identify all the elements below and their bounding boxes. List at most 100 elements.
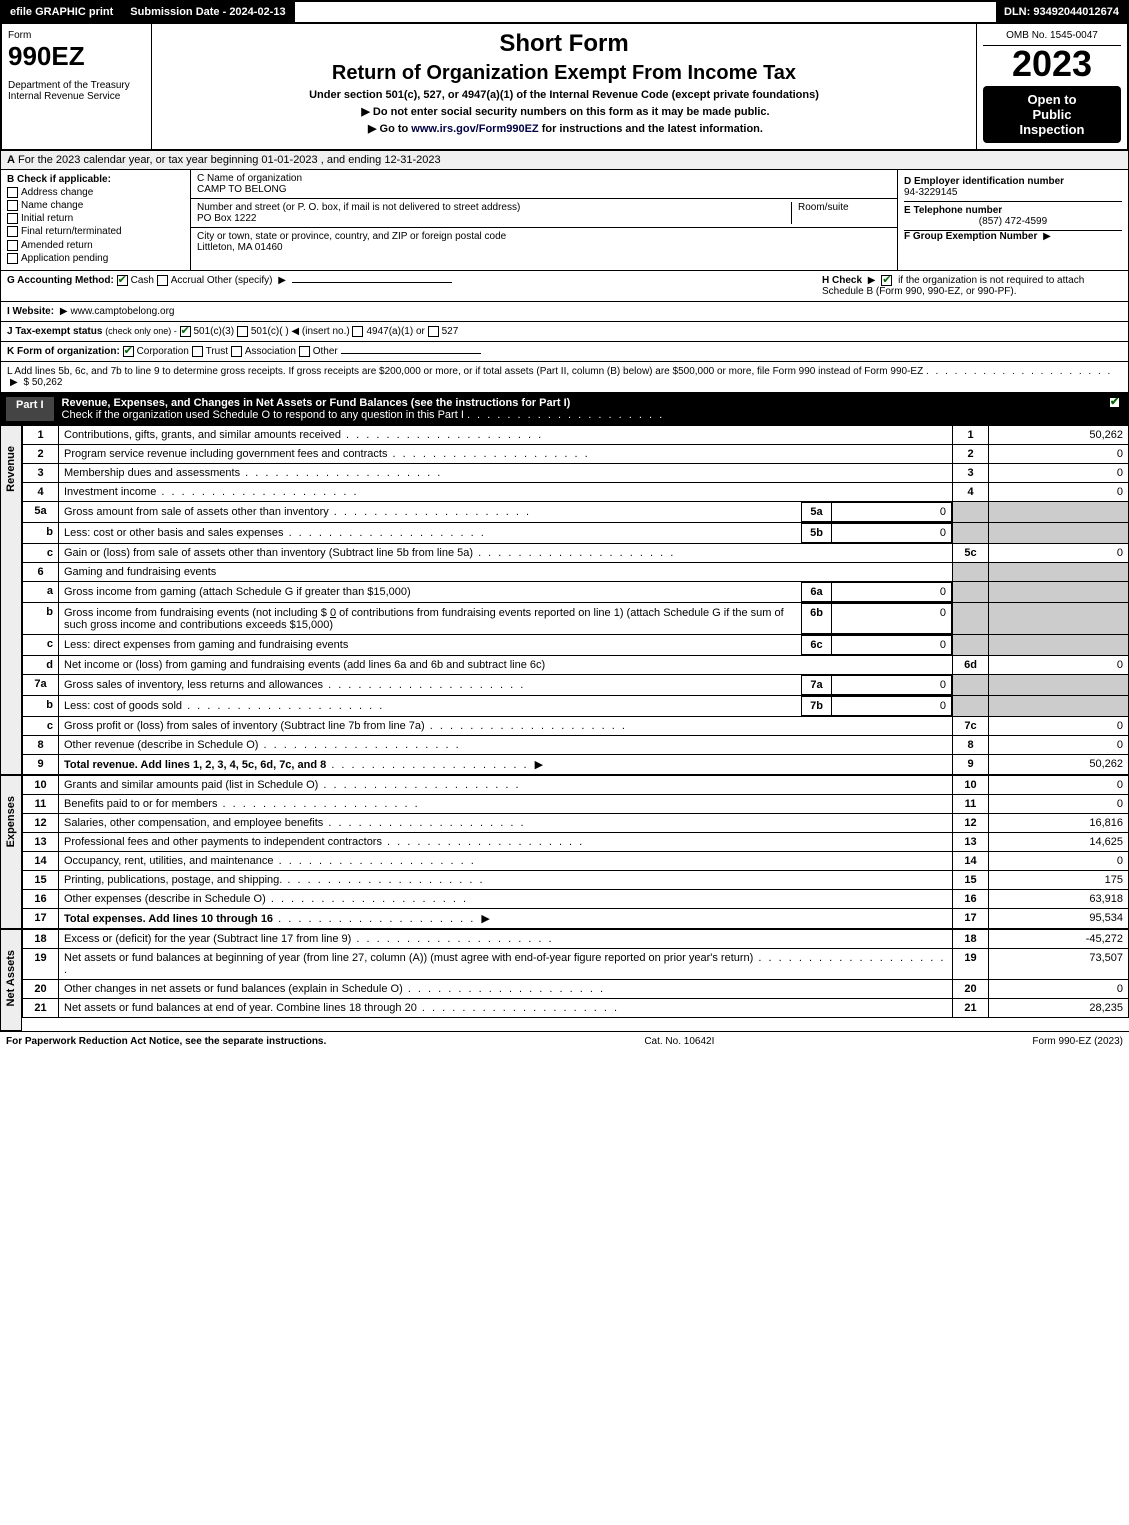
footer-catno: Cat. No. 10642I [326, 1036, 1032, 1047]
chk-4947[interactable] [352, 326, 363, 337]
footer-left: For Paperwork Reduction Act Notice, see … [6, 1036, 326, 1047]
c-addr-label: Number and street (or P. O. box, if mail… [197, 202, 791, 213]
chk-final-return[interactable]: Final return/terminated [7, 226, 184, 237]
chk-527[interactable] [428, 326, 439, 337]
org-address: PO Box 1222 [197, 213, 791, 224]
submission-date: Submission Date - 2024-02-13 [122, 2, 294, 22]
org-name: CAMP TO BELONG [197, 184, 891, 195]
chk-cash[interactable] [117, 275, 128, 286]
line-5b-value: 0 [832, 524, 952, 543]
line-20-value: 0 [989, 980, 1129, 999]
line-4-value: 0 [989, 483, 1129, 502]
l-amount: $ 50,262 [23, 377, 62, 388]
irs-link[interactable]: www.irs.gov/Form990EZ [411, 123, 538, 135]
line-7c-value: 0 [989, 717, 1129, 736]
chk-initial-return[interactable]: Initial return [7, 213, 184, 224]
j-label: J Tax-exempt status [7, 326, 102, 337]
page-title-1: Short Form [158, 30, 970, 58]
subtitle: Under section 501(c), 527, or 4947(a)(1)… [158, 89, 970, 101]
line-14-value: 0 [989, 852, 1129, 871]
chk-amended-return[interactable]: Amended return [7, 240, 184, 251]
chk-501c[interactable] [237, 326, 248, 337]
chk-accrual[interactable] [157, 275, 168, 286]
line-19-value: 73,507 [989, 949, 1129, 980]
line-12-value: 16,816 [989, 814, 1129, 833]
chk-application-pending[interactable]: Application pending [7, 253, 184, 264]
g-label: G Accounting Method: [7, 275, 114, 286]
revenue-vlabel: Revenue [0, 425, 22, 775]
line-8-value: 0 [989, 736, 1129, 755]
part-check-note: Check if the organization used Schedule … [62, 409, 464, 421]
part-i-header: Part I Revenue, Expenses, and Changes in… [0, 393, 1129, 425]
f-group-label: F Group Exemption Number [904, 231, 1037, 242]
section-b-head: B Check if applicable: [7, 174, 111, 185]
expenses-table: 10Grants and similar amounts paid (list … [22, 775, 1129, 929]
goto-post: for instructions and the latest informat… [539, 123, 763, 135]
open-public-badge: Open to Public Inspection [983, 86, 1121, 143]
chk-501c3[interactable] [180, 326, 191, 337]
room-suite-label: Room/suite [791, 202, 891, 224]
line-7a-value: 0 [832, 676, 952, 695]
page-footer: For Paperwork Reduction Act Notice, see … [0, 1031, 1129, 1051]
line-7b-value: 0 [832, 697, 952, 716]
row-a: A For the 2023 calendar year, or tax yea… [0, 151, 1129, 170]
line-6d-value: 0 [989, 656, 1129, 675]
chk-schedule-o[interactable] [1109, 397, 1120, 408]
arrow-icon [365, 123, 379, 135]
part-title: Revenue, Expenses, and Changes in Net As… [62, 397, 571, 409]
e-tel-label: E Telephone number [904, 205, 1002, 216]
line-5c-value: 0 [989, 544, 1129, 563]
part-number: Part I [6, 397, 54, 421]
efile-label[interactable]: efile GRAPHIC print [2, 2, 122, 22]
line-18-value: -45,272 [989, 930, 1129, 949]
chk-schedule-b[interactable] [881, 275, 892, 286]
line-17-value: 95,534 [989, 909, 1129, 929]
section-b-through-f: B Check if applicable: Address change Na… [0, 170, 1129, 271]
chk-trust[interactable] [192, 346, 203, 357]
page-title-2: Return of Organization Exempt From Incom… [158, 62, 970, 85]
line-13-value: 14,625 [989, 833, 1129, 852]
line-6a-value: 0 [832, 583, 952, 602]
footer-formref: Form 990-EZ (2023) [1032, 1036, 1123, 1047]
line-9-value: 50,262 [989, 755, 1129, 775]
chk-other-org[interactable] [299, 346, 310, 357]
netassets-vlabel: Net Assets [0, 929, 22, 1030]
chk-name-change[interactable]: Name change [7, 200, 184, 211]
line-2-value: 0 [989, 445, 1129, 464]
k-label: K Form of organization: [7, 346, 120, 357]
line-1-value: 50,262 [989, 426, 1129, 445]
arrow-icon [275, 275, 289, 286]
d-ein-label: D Employer identification number [904, 176, 1064, 187]
chk-address-change[interactable]: Address change [7, 187, 184, 198]
line-21-value: 28,235 [989, 999, 1129, 1018]
line-3-value: 0 [989, 464, 1129, 483]
line-6c-value: 0 [832, 636, 952, 655]
h-label: H Check [822, 275, 862, 286]
dln: DLN: 93492044012674 [996, 2, 1127, 22]
website-link[interactable]: www.camptobelong.org [71, 306, 175, 317]
chk-corporation[interactable] [123, 346, 134, 357]
top-bar: efile GRAPHIC print Submission Date - 20… [0, 0, 1129, 24]
line-6b-value: 0 [832, 604, 952, 634]
dept-2: Internal Revenue Service [8, 91, 145, 102]
arrow-icon [358, 106, 372, 118]
goto-pre: Go to [380, 123, 412, 135]
line-10-value: 0 [989, 776, 1129, 795]
c-name-label: C Name of organization [197, 173, 891, 184]
line-5a-value: 0 [832, 503, 952, 522]
tax-year: 2023 [983, 46, 1121, 82]
ssn-warning: Do not enter social security numbers on … [373, 106, 770, 118]
form-header: Form 990EZ Department of the Treasury In… [0, 24, 1129, 151]
telephone: (857) 472-4599 [904, 216, 1122, 227]
line-11-value: 0 [989, 795, 1129, 814]
form-label: Form [8, 30, 145, 41]
line-15-value: 175 [989, 871, 1129, 890]
netassets-table: 18Excess or (deficit) for the year (Subt… [22, 929, 1129, 1018]
ein: 94-3229145 [904, 187, 1122, 198]
i-label: I Website: [7, 306, 54, 317]
chk-association[interactable] [231, 346, 242, 357]
dept-1: Department of the Treasury [8, 80, 145, 91]
revenue-table: 1Contributions, gifts, grants, and simil… [22, 425, 1129, 775]
form-number: 990EZ [8, 41, 145, 72]
h-text: if the organization is not required to a… [822, 275, 1084, 297]
